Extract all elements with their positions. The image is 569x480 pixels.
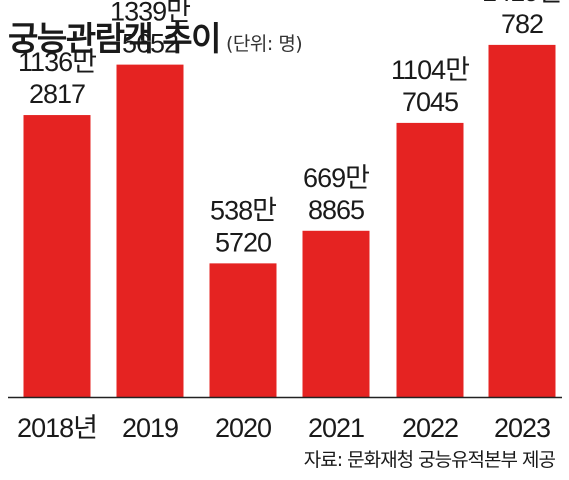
bar-2 bbox=[209, 263, 277, 397]
x-tick-label-0: 2018년 bbox=[17, 413, 97, 443]
data-label-3-0: 669만 bbox=[303, 163, 369, 193]
bar-0 bbox=[23, 115, 91, 397]
data-label-0-1: 2817 bbox=[29, 79, 85, 109]
data-label-5-0: 1419만 bbox=[482, 0, 562, 7]
chart-title-group: 궁능관람객 추이 (단위: 명) bbox=[8, 12, 303, 60]
data-label-2-0: 538만 bbox=[210, 195, 276, 225]
x-tick-label-3: 2021 bbox=[308, 413, 364, 443]
bar-4 bbox=[396, 122, 464, 397]
data-label-4-0: 1104만 bbox=[391, 55, 469, 85]
chart-title: 궁능관람객 추이 bbox=[8, 19, 222, 58]
bar-3 bbox=[302, 230, 370, 397]
source-note: 자료: 문화재청 궁능유적본부 제공 bbox=[303, 449, 556, 471]
bar-1 bbox=[116, 64, 184, 397]
bar-5 bbox=[488, 44, 556, 397]
x-tick-label-5: 2023 bbox=[494, 413, 550, 443]
data-label-1-1: 5652 bbox=[122, 29, 178, 59]
x-tick-label-4: 2022 bbox=[402, 413, 458, 443]
data-label-5-1: 782 bbox=[501, 9, 543, 39]
unit-label: (단위: 명) bbox=[226, 33, 303, 55]
data-label-2-1: 5720 bbox=[215, 227, 271, 257]
data-label-4-1: 7045 bbox=[402, 87, 458, 117]
data-label-3-1: 8865 bbox=[308, 195, 364, 225]
x-tick-label-2: 2020 bbox=[215, 413, 271, 443]
data-label-0-0: 1136만 bbox=[18, 47, 96, 77]
x-tick-label-1: 2019 bbox=[122, 413, 178, 443]
data-label-1-0: 1339만 bbox=[110, 0, 190, 27]
